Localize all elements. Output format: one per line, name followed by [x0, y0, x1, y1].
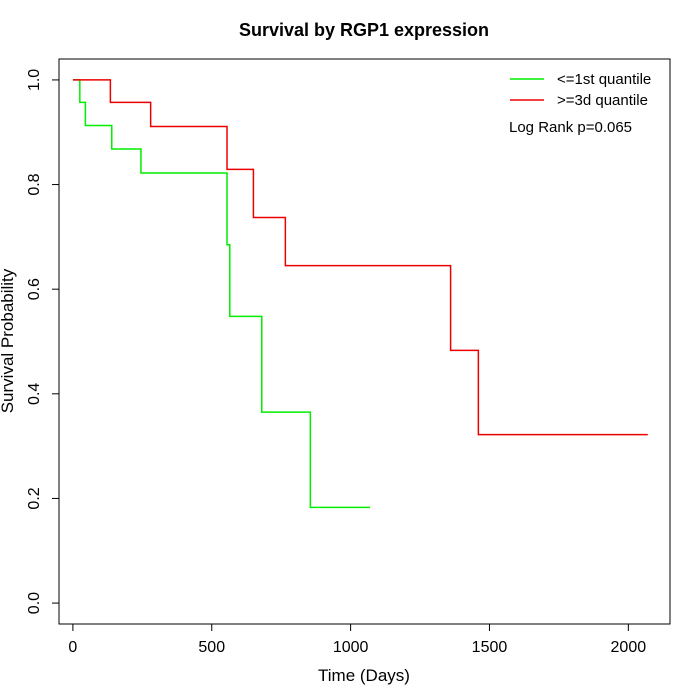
log-rank-annotation: Log Rank p=0.065 — [509, 119, 632, 136]
y-tick-label: 0.4 — [26, 383, 43, 405]
x-tick-label: 500 — [198, 639, 225, 656]
survival-curve-series-0 — [72, 79, 371, 509]
y-tick-label: 0.0 — [26, 592, 43, 614]
y-tick-label: 1.0 — [26, 69, 43, 91]
x-axis: 0 500 1000 1500 2000 — [68, 623, 647, 656]
x-tick-label: 1000 — [333, 639, 369, 656]
y-axis-label: Survival Probability — [0, 268, 17, 413]
y-axis: 0.0 0.2 0.4 0.6 0.8 1.0 — [26, 69, 60, 614]
survival-curve-series-1 — [72, 79, 648, 436]
legend-label-series-0: <=1st quantile — [557, 71, 651, 88]
series-layer — [72, 79, 648, 509]
y-tick-label: 0.2 — [26, 487, 43, 509]
legend: <=1st quantile >=3d quantile Log Rank p=… — [509, 71, 651, 136]
x-tick-label: 1500 — [472, 639, 508, 656]
chart-title: Survival by RGP1 expression — [239, 20, 489, 40]
legend-label-series-1: >=3d quantile — [557, 92, 648, 109]
y-tick-label: 0.8 — [26, 173, 43, 195]
x-tick-label: 0 — [68, 639, 77, 656]
plot-frame — [58, 58, 671, 625]
x-axis-label: Time (Days) — [318, 666, 410, 685]
y-tick-label: 0.6 — [26, 278, 43, 300]
x-tick-label: 2000 — [611, 639, 647, 656]
